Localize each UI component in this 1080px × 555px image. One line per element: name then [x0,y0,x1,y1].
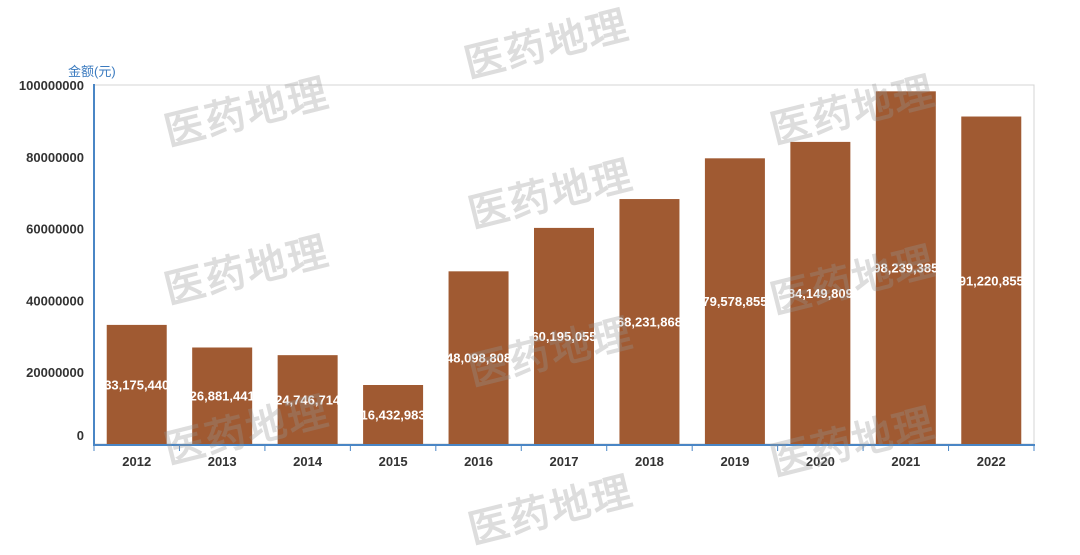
bar-2019 [704,158,765,445]
data-label-2014: 24,746,714 [275,393,341,408]
x-tick-label-2020: 2020 [806,454,835,469]
y-axis-title: 金额(元) [68,64,116,79]
data-label-2022: 91,220,855 [959,273,1024,288]
y-tick-label-80000000: 80000000 [26,150,84,165]
y-tick-label-40000000: 40000000 [26,293,84,308]
y-tick-label-0: 0 [77,428,84,443]
x-tick-label-2021: 2021 [891,454,920,469]
bar-2013 [192,347,253,444]
data-label-2019: 79,578,855 [702,294,767,309]
data-label-2021: 98,239,385 [873,261,938,276]
bar-2014 [277,355,338,444]
x-tick-label-2016: 2016 [464,454,493,469]
y-tick-label-60000000: 60000000 [26,222,84,237]
x-tick-label-2012: 2012 [122,454,151,469]
x-tick-label-2022: 2022 [977,454,1006,469]
bar-2020 [790,141,851,444]
x-tick-label-2018: 2018 [635,454,664,469]
x-tick-label-2015: 2015 [379,454,408,469]
x-tick-label-2013: 2013 [208,454,237,469]
bar-2016 [448,271,509,444]
data-label-2013: 26,881,441 [190,389,255,404]
bar-2017 [534,227,594,444]
y-tick-label-100000000: 100000000 [19,78,84,93]
bar-2022 [961,116,1022,445]
bar-2021 [875,91,936,444]
data-label-2015: 16,432,983 [361,408,426,423]
data-label-2016: 48,098,808 [446,351,511,366]
bar-chart: 金额(元) 33,175,440 26,881,441 24,746,714 16,4… [19,64,1035,469]
data-label-2012: 33,175,440 [104,377,169,392]
x-tick-label-2014: 2014 [293,454,323,469]
data-label-2020: 84,149,809 [788,286,853,301]
data-label-2018: 68,231,868 [617,315,682,330]
bar-2012 [106,324,167,444]
bar-2015 [363,385,424,444]
x-tick-label-2019: 2019 [720,454,749,469]
x-tick-label-2017: 2017 [550,454,579,469]
bar-2018 [619,199,680,444]
data-label-2017: 60,195,055 [531,329,596,344]
y-tick-label-20000000: 20000000 [26,365,84,380]
